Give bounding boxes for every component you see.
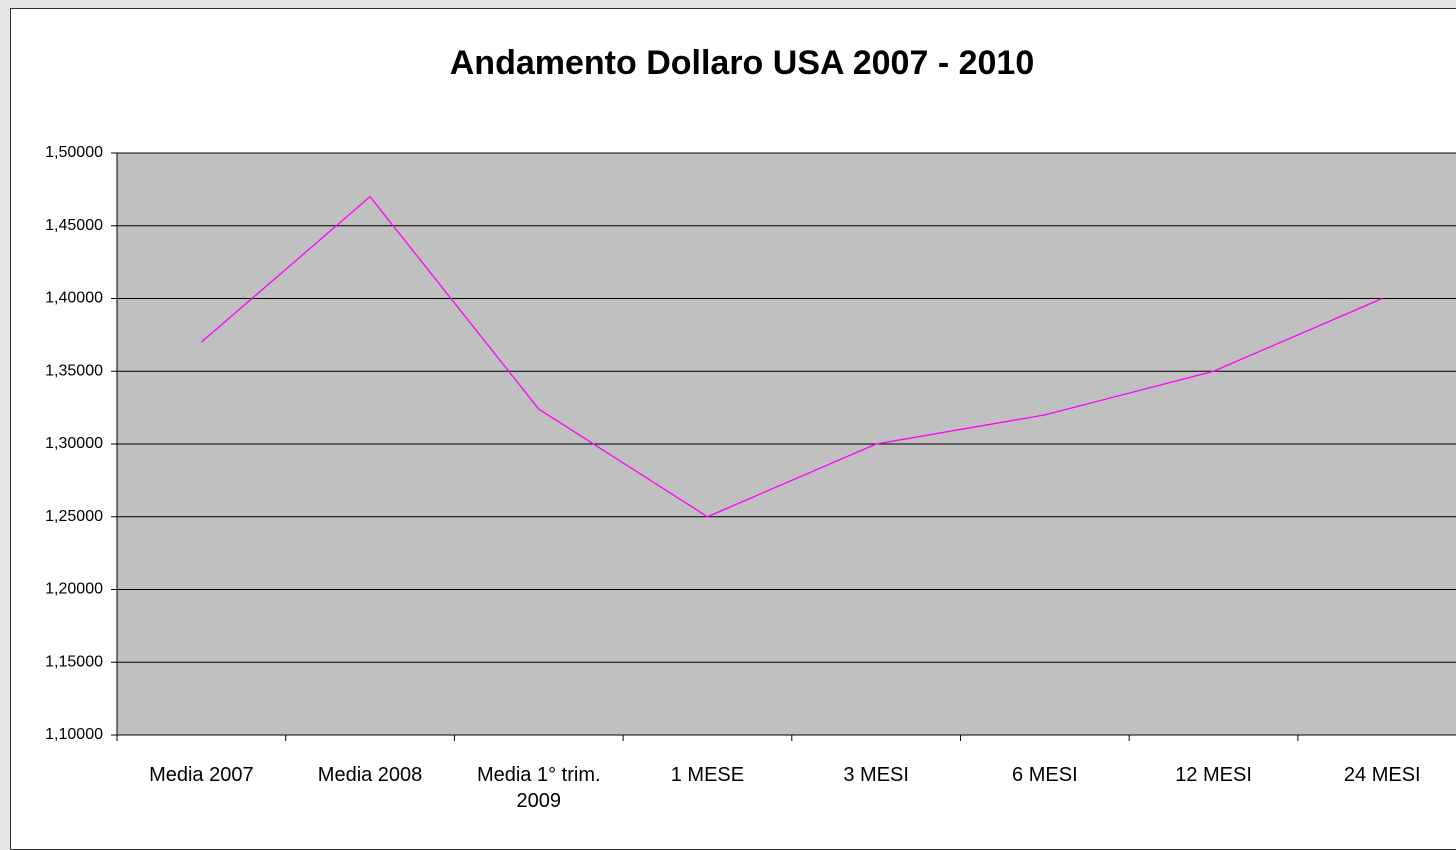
x-tick-label: 1 MESE <box>670 764 745 786</box>
x-tick-label: 24 MESI <box>1343 764 1421 786</box>
y-tick-label: 1,25000 <box>45 508 103 525</box>
y-tick-label: 1,40000 <box>45 290 103 307</box>
y-tick-label: 1,20000 <box>45 581 103 598</box>
y-tick-label: 1,35000 <box>45 362 103 379</box>
x-tick-label: 12 MESI <box>1175 764 1252 786</box>
x-tick-label: Media 2007 <box>149 764 254 786</box>
x-tick-label: 6 MESI <box>1012 764 1078 786</box>
x-tick-label: Media 2008 <box>317 764 423 786</box>
y-tick-label: 1,30000 <box>45 435 103 452</box>
y-tick-label: 1,50000 <box>45 144 103 161</box>
chart-title: Andamento Dollaro USA 2007 - 2010 <box>450 44 1034 82</box>
x-tick-label: 3 MESI <box>843 764 909 786</box>
y-tick-label: 1,15000 <box>45 653 103 670</box>
x-tick-label: Media 1° trim. 2009 <box>476 764 601 812</box>
line <box>200 195 1383 518</box>
y-tick-label: 1,45000 <box>45 217 103 234</box>
y-tick-label: 1,10000 <box>45 726 103 743</box>
